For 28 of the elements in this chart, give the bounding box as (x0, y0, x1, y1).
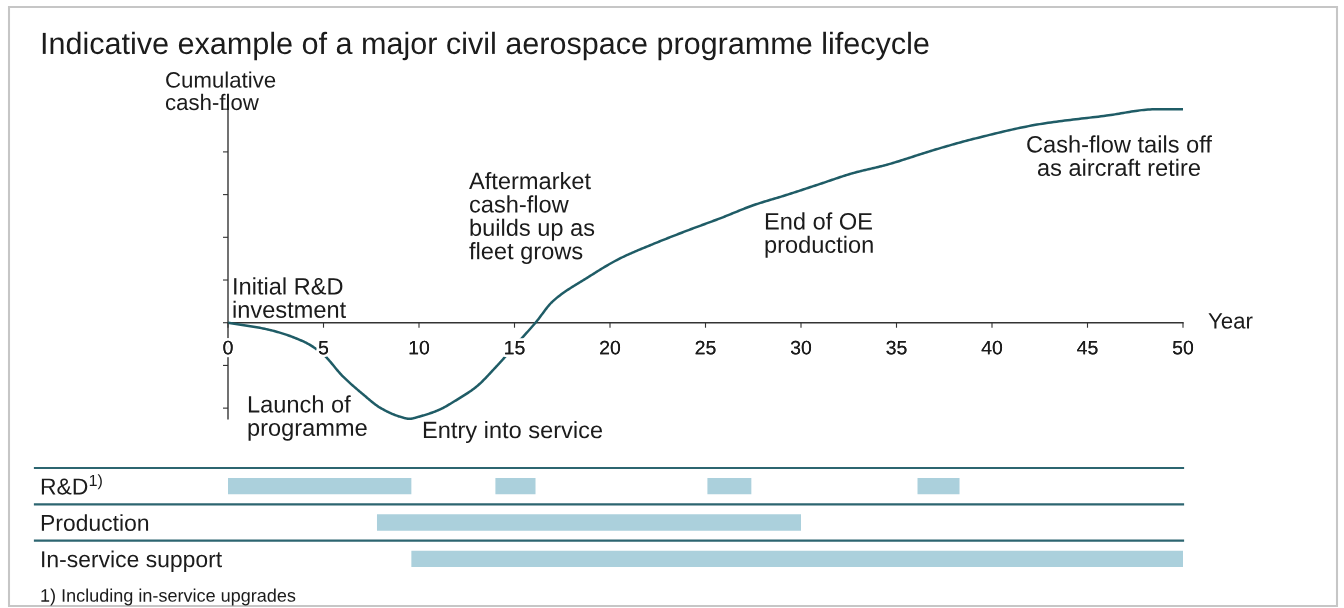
bar (228, 477, 412, 495)
x-tick-label: 25 (695, 340, 716, 355)
x-tick-label: 20 (600, 340, 621, 355)
y-tick-label: R&D$^{1)}$ (41, 474, 102, 495)
y-tick-label: Production (41, 514, 149, 532)
bar (495, 477, 536, 495)
text: 1) Including in-service upgrades (41, 588, 296, 606)
bar (411, 550, 1183, 568)
chart-title: Indicative example of a major civil aerospace programme lifecycle (42, 31, 929, 61)
annotation: Initial R&D investment (233, 277, 346, 319)
annotation: Cash-flow tails off as aircraft retire (1027, 135, 1212, 177)
y-tick-label: In-service support (42, 550, 222, 572)
x-tick-label: 50 (1172, 340, 1194, 355)
x-tick-label: 5 (318, 340, 329, 355)
bar (376, 514, 801, 531)
x-tick-label: 45 (1077, 340, 1098, 355)
annotation: Launch of programme (248, 395, 367, 441)
y-axis-title: Cumulative cash-flow (165, 71, 276, 111)
bar (707, 477, 752, 495)
x-tick-label: 35 (886, 340, 907, 355)
bar (917, 477, 960, 495)
x-tick-label: 40 (981, 340, 1003, 355)
text: Entry into service (423, 420, 603, 443)
x-tick-label: 10 (409, 340, 430, 355)
x-tick-label: 30 (790, 340, 812, 355)
x-axis-title: Year (1208, 313, 1253, 329)
annotation: End of OE production (765, 212, 873, 258)
annotation: Aftermarket cash-flow builds up as fleet grows (469, 171, 595, 265)
